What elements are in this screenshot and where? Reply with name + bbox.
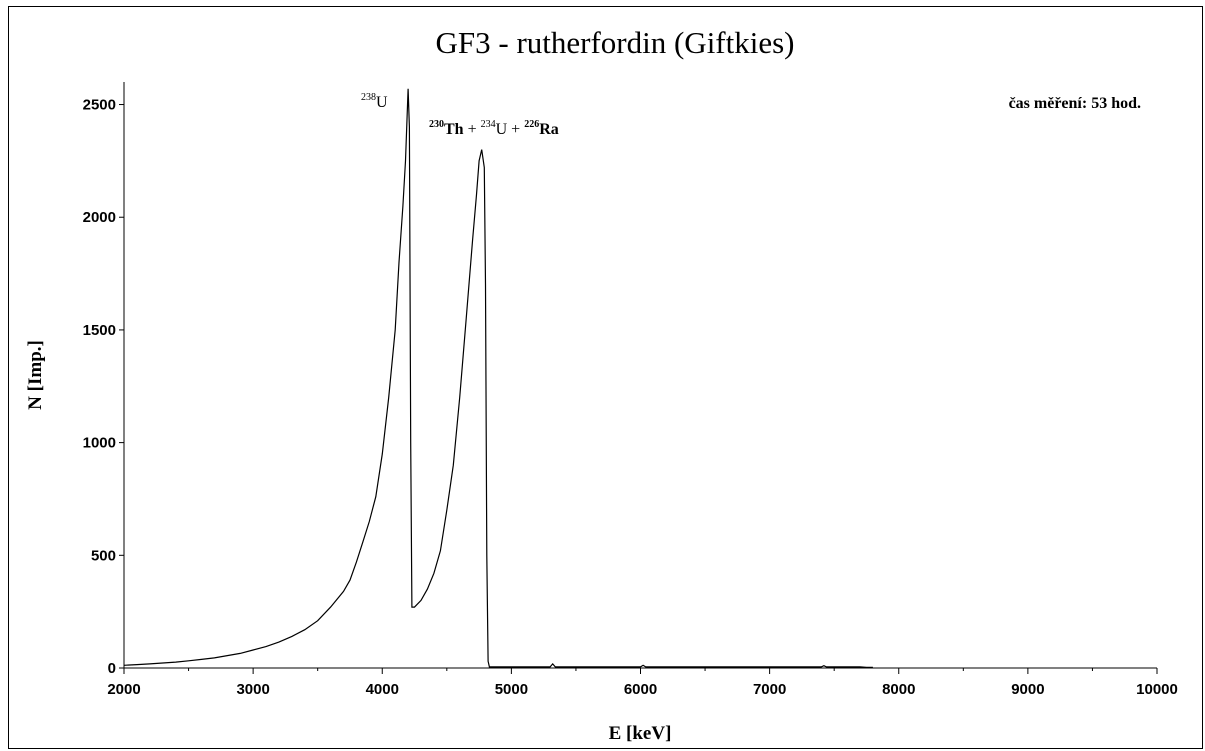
peak-label-sep-2: + — [507, 121, 524, 138]
x-tick-label: 6000 — [624, 681, 657, 698]
y-tick-label: 0 — [108, 660, 116, 677]
x-tick-label: 2000 — [107, 681, 140, 698]
peak-label-u238-mass: 238 — [361, 92, 376, 103]
peak-label-th230-mass: 230 — [429, 119, 444, 130]
y-tick-label: 2500 — [83, 97, 116, 114]
y-tick-label: 2000 — [83, 209, 116, 226]
spectrum-chart: GF3 - rutherfordin (Giftkies) 0 500 1000 15… — [25, 25, 1178, 744]
x-axis-label: E [keV] — [609, 723, 672, 744]
peak-label-u238: 238U — [361, 92, 388, 111]
y-ticks: 0 500 1000 1500 2000 2500 — [83, 97, 124, 677]
x-tick-label: 3000 — [236, 681, 269, 698]
y-tick-label: 1500 — [83, 322, 116, 339]
peak-label-th-u-ra: 230Th + 234U + 226Ra — [429, 119, 559, 138]
series-line — [123, 88, 873, 668]
x-tick-label: 4000 — [366, 681, 399, 698]
chart-title: GF3 - rutherfordin (Giftkies) — [436, 25, 795, 60]
x-ticks: 2000 3000 4000 5000 6000 7000 8000 9000 10000 — [107, 668, 1178, 698]
peak-label-u234-element: U — [496, 121, 508, 138]
chart-frame: GF3 - rutherfordin (Giftkies) 0 500 1000 15… — [8, 6, 1203, 749]
y-axis-label: N [Imp.] — [25, 340, 46, 410]
x-tick-label: 9000 — [1011, 681, 1044, 698]
peak-label-u234-mass: 234 — [481, 119, 496, 130]
peak-label-ra226-element: Ra — [539, 121, 559, 138]
peak-label-ra226-mass: 226 — [524, 119, 539, 130]
x-tick-label: 8000 — [882, 681, 915, 698]
peak-label-u238-element: U — [376, 94, 388, 111]
x-tick-label: 5000 — [495, 681, 528, 698]
peak-label-sep-1: + — [464, 121, 481, 138]
measurement-time-annotation: čas měření: 53 hod. — [1009, 95, 1141, 112]
x-tick-label: 7000 — [753, 681, 786, 698]
y-tick-label: 1000 — [83, 435, 116, 452]
peak-label-th230-element: Th — [444, 121, 464, 138]
x-tick-label: 10000 — [1136, 681, 1178, 698]
y-tick-label: 500 — [91, 547, 116, 564]
